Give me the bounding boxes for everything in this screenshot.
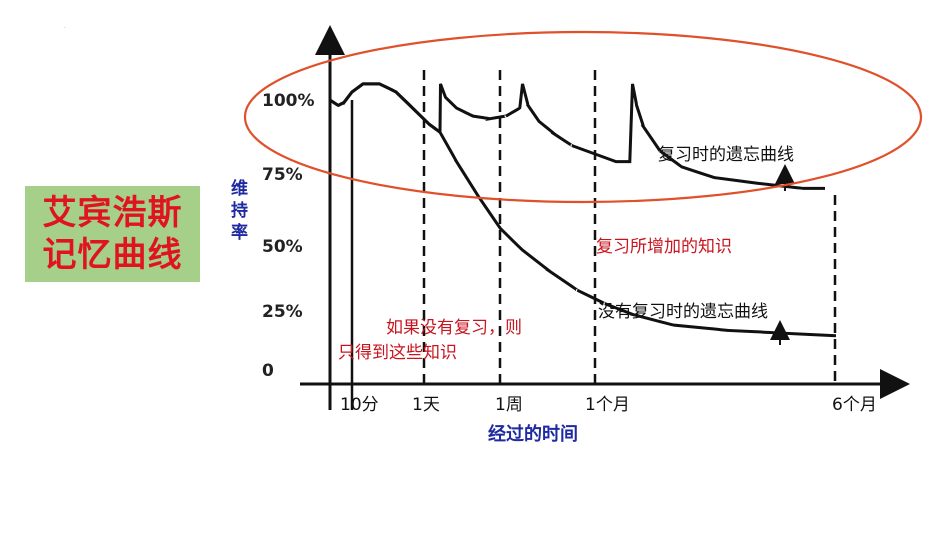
title-line-1: 艾宾浩斯 — [42, 193, 183, 233]
x-axis-label: 经过的时间 — [488, 423, 578, 445]
x-tick-1day: 1天 — [412, 395, 440, 415]
y-tick-100: 100% — [262, 91, 315, 111]
y-tick-50: 50% — [262, 237, 303, 257]
title-line-2: 记忆曲线 — [42, 235, 183, 275]
y-tick-25: 25% — [262, 302, 303, 322]
y-tick-0: 0 — [262, 361, 274, 381]
annotation-no-review-curve: 没有复习时的遗忘曲线 — [598, 302, 768, 322]
annotation-review-curve: 复习时的遗忘曲线 — [658, 145, 794, 165]
title-box: 艾宾浩斯 记忆曲线 — [25, 186, 200, 282]
series-no-review-curve — [329, 82, 837, 338]
x-tick-1month: 1个月 — [585, 395, 630, 415]
stray-dot: · — [64, 25, 66, 32]
x-tick-1week: 1周 — [495, 395, 523, 415]
annotation-added-knowledge: 复习所增加的知识 — [596, 237, 732, 257]
annotation-no-review-note-2: 只得到这些知识 — [338, 343, 457, 363]
x-tick-10min: 10分 — [340, 395, 379, 415]
highlight-ellipse — [243, 30, 923, 204]
y-tick-75: 75% — [262, 165, 303, 185]
annotation-no-review-note-1: 如果没有复习，则 — [386, 318, 522, 338]
y-axis-label: 维持率 — [231, 178, 248, 243]
x-tick-6month: 6个月 — [832, 395, 877, 415]
